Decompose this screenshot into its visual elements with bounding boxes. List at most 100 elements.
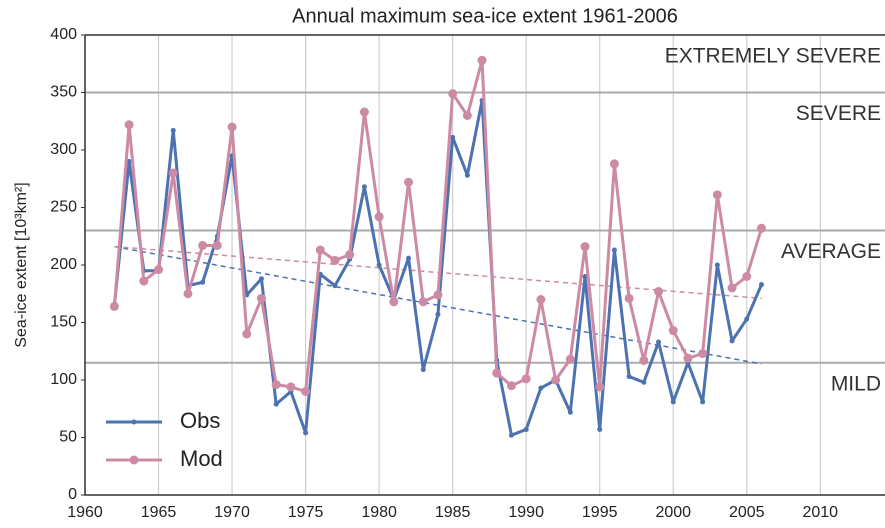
point [551,375,561,385]
point [301,387,311,396]
point [109,301,119,311]
trend-line [114,245,762,300]
point [404,177,414,187]
point [626,374,632,380]
point [198,240,208,250]
point [744,316,750,322]
point [420,367,426,373]
point [389,297,399,307]
point [565,354,575,364]
zone-label: AVERAGE [781,240,881,263]
point [124,120,134,130]
point [582,274,588,279]
point [332,283,338,289]
x-tick-label: 2000 [655,504,691,521]
y-tick-label: 350 [50,84,77,101]
x-tick-label: 2005 [729,504,765,521]
point [406,255,412,261]
point [656,339,662,345]
zone-label: MILD [831,372,881,395]
x-tick-label: 1975 [288,504,324,521]
point [597,426,603,432]
point [536,295,546,304]
point [345,250,355,260]
point [506,381,516,391]
x-tick-label: 1985 [435,504,471,521]
point [183,289,193,299]
y-tick-label: 100 [50,371,77,388]
point [361,184,367,190]
point [227,122,237,132]
point [330,255,340,265]
point [683,353,693,363]
point [611,247,617,253]
point [433,290,443,300]
point [126,159,132,164]
legend-marker [131,419,137,425]
point [170,127,176,133]
point [654,286,664,296]
point [256,293,266,303]
point [567,409,573,415]
point [670,399,676,405]
point [758,282,764,288]
point [624,293,634,303]
point [700,399,706,405]
x-tick-label: 1960 [67,504,103,521]
frame [84,34,885,496]
point [286,382,296,392]
point [450,134,456,140]
point [303,430,309,436]
series-line [112,58,763,393]
point [273,401,279,407]
point [448,89,458,99]
point [538,385,544,391]
point [729,338,735,344]
point [462,111,472,120]
point [580,242,590,252]
x-tick-label: 2010 [802,504,838,521]
point [609,159,619,169]
legend-marker [129,455,139,465]
point [714,262,720,268]
y-tick-label: 0 [68,486,77,503]
x-tick-label: 1965 [141,504,177,521]
x-tick-label: 1990 [508,504,544,521]
zone-label: SEVERE [796,102,881,125]
point [212,240,222,250]
y-tick-label: 400 [50,26,77,43]
x-tick-label: 1980 [361,504,397,521]
point [668,326,678,336]
point [477,55,487,65]
point [727,283,737,293]
point [374,212,384,222]
point [523,426,529,432]
point [271,380,281,390]
y-tick-label: 300 [50,141,77,158]
point [242,329,252,339]
point [742,272,752,281]
point [200,279,206,285]
point [359,107,369,117]
point [639,355,649,365]
point [756,223,766,233]
point [154,265,164,275]
point [508,432,514,438]
y-tick-label: 150 [50,314,77,331]
series-line [112,99,763,437]
point [641,379,647,385]
point [435,311,441,317]
point [698,349,708,359]
point [492,368,502,378]
point [258,276,264,282]
x-tick-label: 1970 [214,504,250,521]
point [139,276,149,286]
point [521,374,531,384]
chart-title: Annual maximum sea-ice extent 1961-2006 [292,5,678,27]
point [168,168,178,178]
zone-label: EXTREMELY SEVERE [665,45,881,68]
point [712,190,722,200]
point [464,172,470,178]
x-tick-label: 1995 [582,504,618,521]
